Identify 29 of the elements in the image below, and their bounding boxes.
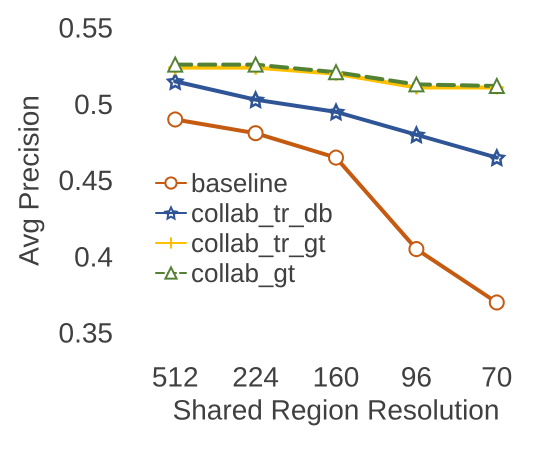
y-tick-label: 0.4 xyxy=(74,241,113,272)
legend-label: collab_gt xyxy=(191,258,296,288)
point xyxy=(408,126,425,143)
point xyxy=(328,104,344,120)
point xyxy=(328,150,344,166)
point xyxy=(408,241,424,258)
point xyxy=(167,112,184,128)
y-tick-label: 0.45 xyxy=(58,165,113,196)
point xyxy=(488,294,505,310)
point xyxy=(248,56,264,73)
x-tick-label: 96 xyxy=(400,362,432,392)
point xyxy=(488,149,506,166)
y-axis-title: Avg Precision xyxy=(14,95,44,266)
point xyxy=(166,73,184,90)
x-tick-label: 512 xyxy=(152,362,199,392)
point xyxy=(248,125,264,142)
legend-label: baseline xyxy=(191,168,288,198)
point xyxy=(167,56,184,73)
x-tick-label: 70 xyxy=(481,362,512,392)
x-tick-label: 224 xyxy=(232,362,279,392)
point xyxy=(408,76,424,92)
y-tick-label: 0.5 xyxy=(74,88,113,120)
x-axis-title: Shared Region Resolution xyxy=(172,394,500,426)
y-tick-label: 0.55 xyxy=(58,12,113,44)
x-tick-label: 160 xyxy=(312,362,360,392)
legend-label: collab_tr_gt xyxy=(191,228,326,258)
y-tick-label: 0.35 xyxy=(58,318,113,348)
point xyxy=(247,91,264,108)
legend-label: collab_tr_db xyxy=(191,198,333,228)
